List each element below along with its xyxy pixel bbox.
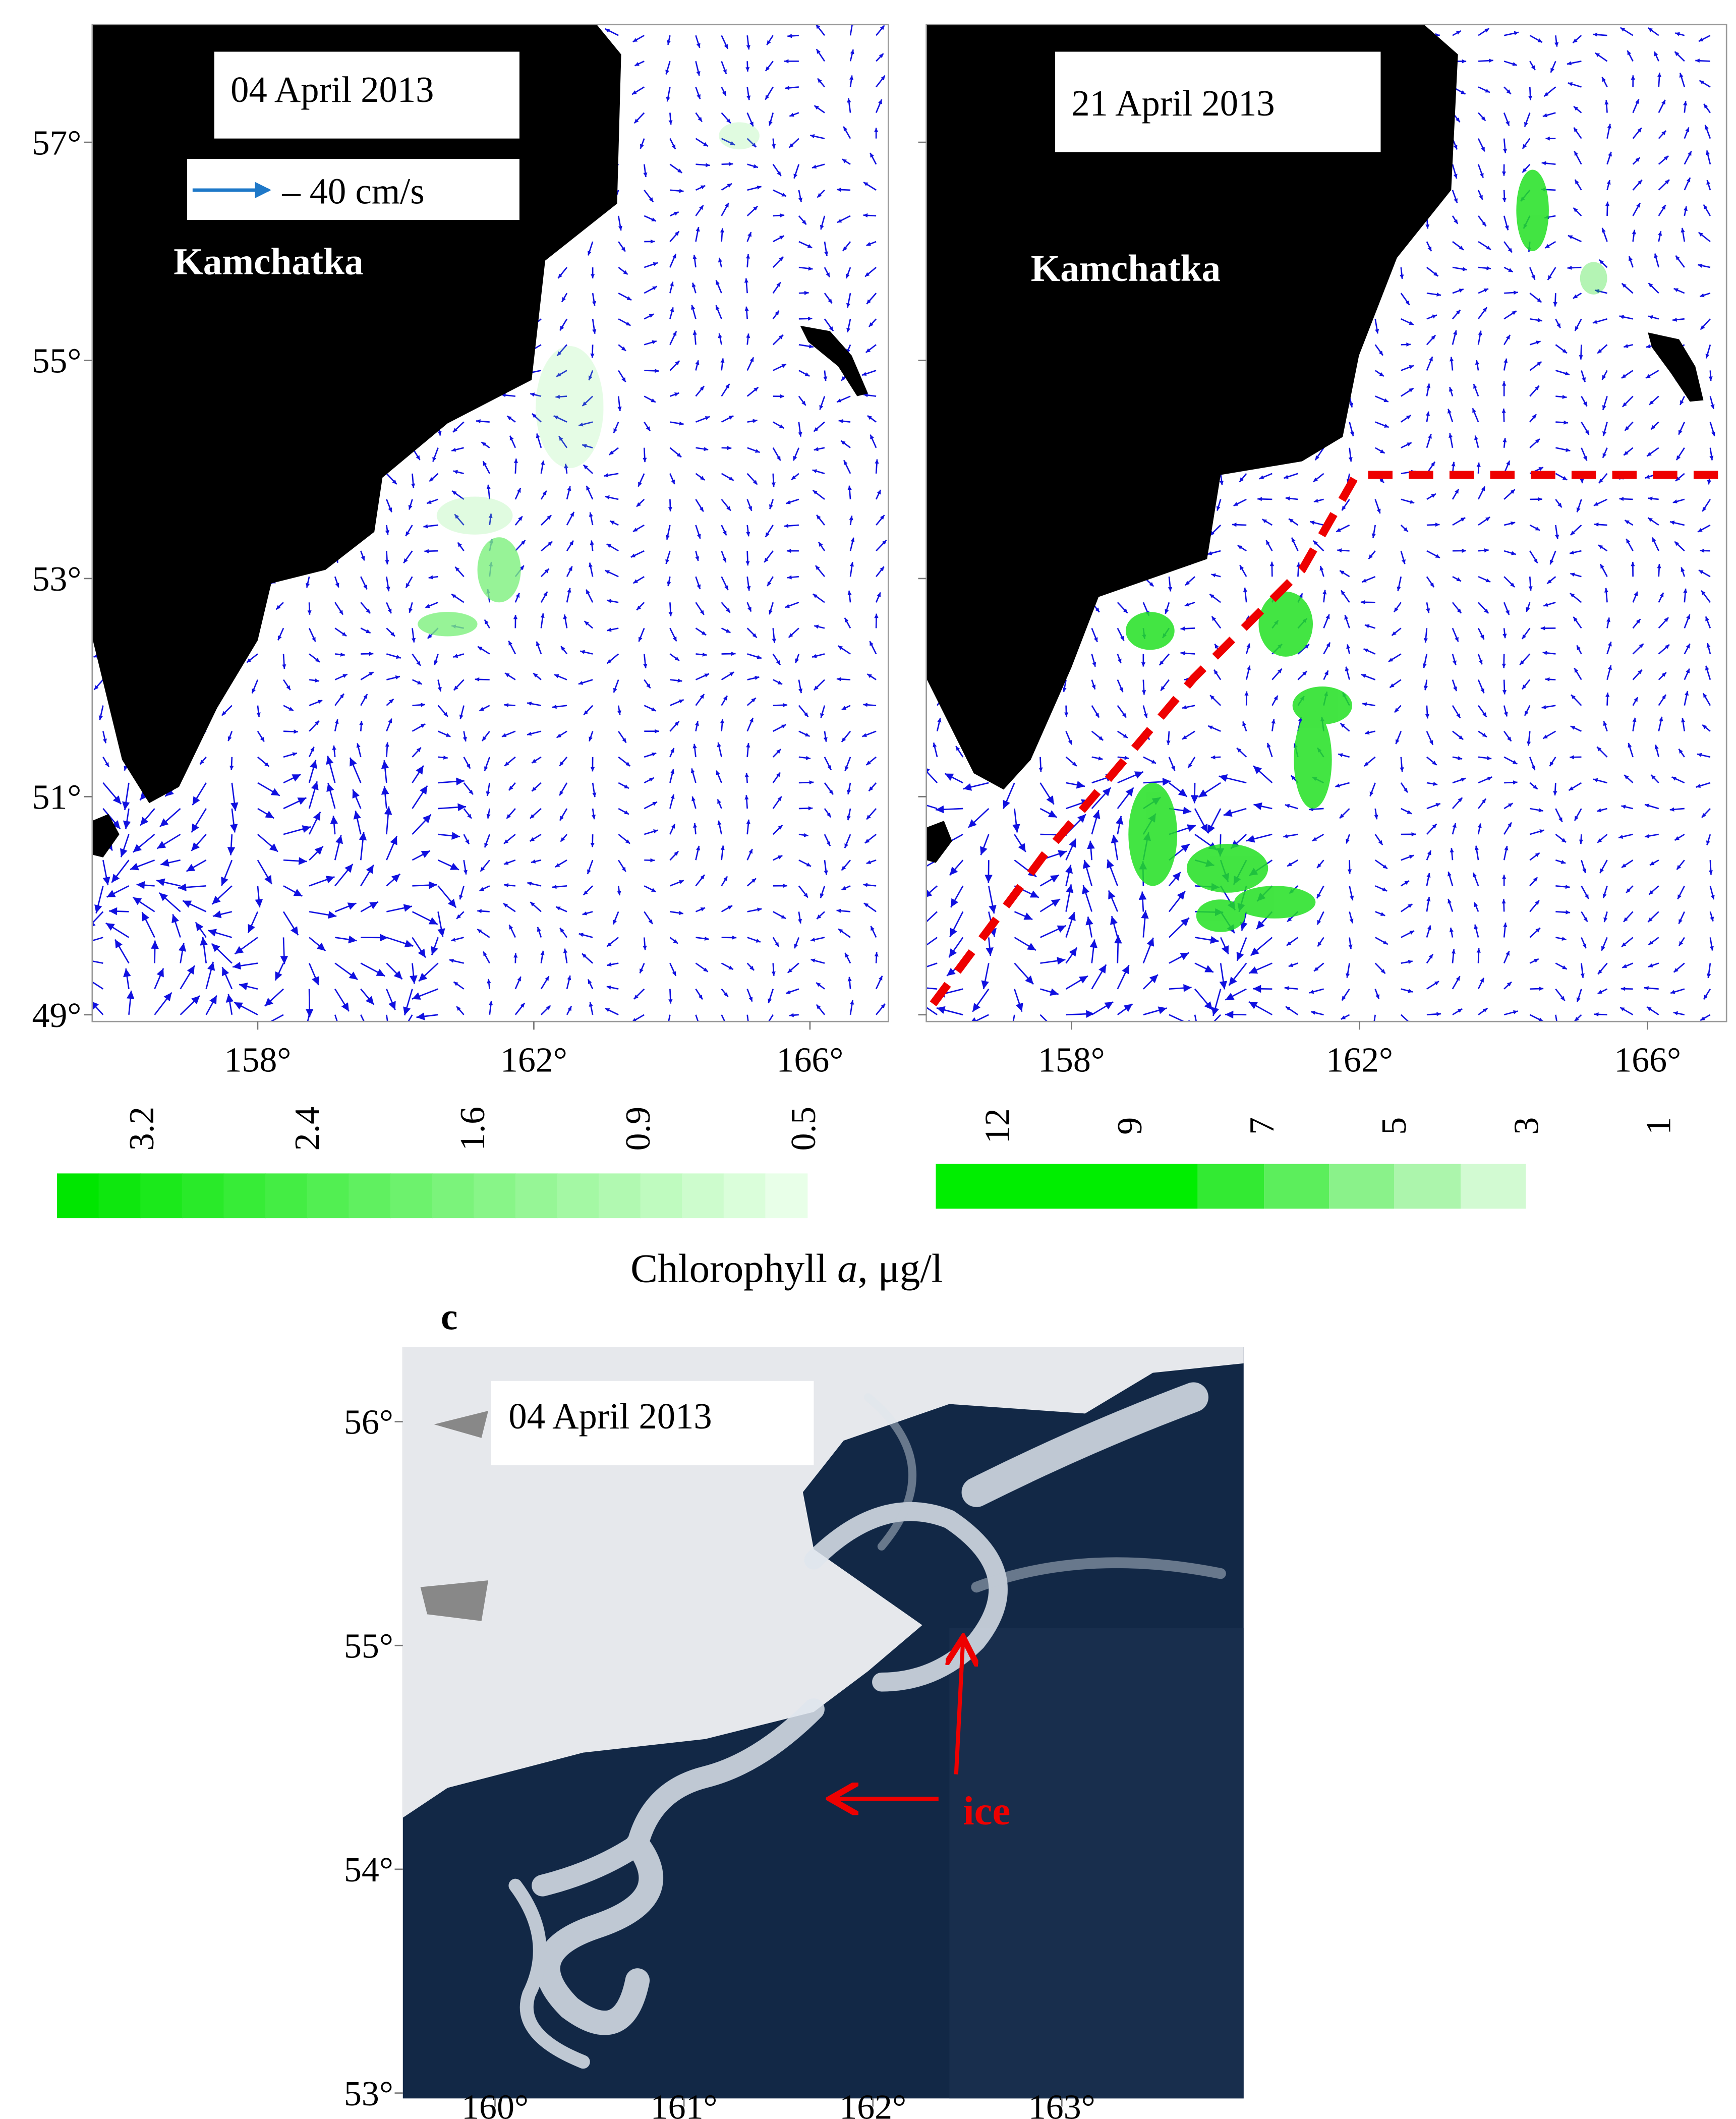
island bbox=[800, 325, 868, 396]
y-tick-label: 54° bbox=[344, 1851, 393, 1889]
map-b bbox=[926, 24, 1727, 1022]
colorbar-step bbox=[56, 1173, 99, 1219]
annotation-arrow bbox=[956, 1641, 963, 1774]
colorbar-step bbox=[223, 1173, 266, 1219]
scale-arrowhead bbox=[255, 182, 271, 198]
colorbar-step bbox=[723, 1173, 766, 1219]
colorbar-step bbox=[557, 1173, 600, 1219]
title-part: a bbox=[837, 1246, 857, 1291]
colorbar-step bbox=[765, 1173, 808, 1219]
satellite-image bbox=[402, 1347, 1244, 2099]
island bbox=[926, 821, 952, 863]
date: 04 April 2013 bbox=[230, 69, 434, 110]
colorbar-step bbox=[515, 1173, 558, 1219]
colorbar-step bbox=[265, 1173, 308, 1219]
colorbar-step bbox=[349, 1173, 391, 1219]
island bbox=[92, 814, 120, 857]
colorbar-tick-label: 7 bbox=[1243, 1117, 1282, 1135]
panel-label: a bbox=[106, 56, 125, 98]
x-tick-label: 160° bbox=[461, 2088, 529, 2119]
date: 21 April 2013 bbox=[1071, 83, 1275, 124]
panel-label: c bbox=[441, 1296, 457, 1338]
x-tick-label: 163° bbox=[1028, 2088, 1095, 2119]
colorbar-tick-label: 3 bbox=[1507, 1117, 1546, 1135]
date-box bbox=[1055, 51, 1381, 152]
x-tick-label: 166° bbox=[776, 1041, 843, 1080]
colorbar-step bbox=[640, 1173, 683, 1219]
y-tick-label: 49° bbox=[32, 996, 81, 1035]
y-tick-label: 53° bbox=[32, 560, 81, 599]
colorbar-tick-label: 1.6 bbox=[453, 1107, 492, 1151]
colorbar-step bbox=[682, 1173, 725, 1219]
x-tick-label: 162° bbox=[1326, 1041, 1393, 1080]
y-tick-label: 57° bbox=[32, 124, 81, 162]
section-line bbox=[930, 471, 1727, 1007]
colorbar-step bbox=[140, 1173, 183, 1219]
colorbar-tick-label: 9 bbox=[1111, 1117, 1149, 1135]
date: 04 April 2013 bbox=[508, 1396, 712, 1437]
panel-label: b bbox=[936, 56, 957, 98]
colorbar-title: Chlorophyll a, μg/l bbox=[630, 1246, 943, 1291]
chlorophyll bbox=[1125, 169, 1607, 932]
title-part: Chlorophyll bbox=[630, 1246, 837, 1291]
frame bbox=[925, 24, 1727, 1022]
title-part: , μg/l bbox=[857, 1246, 943, 1291]
colorbar-step bbox=[98, 1173, 141, 1219]
colorbar-step bbox=[307, 1173, 350, 1219]
colorbar-tick-label: 0.9 bbox=[619, 1107, 658, 1151]
y-tick-label: 55° bbox=[344, 1627, 393, 1666]
y-tick-label: 53° bbox=[344, 2075, 393, 2113]
annotation: ice bbox=[963, 1789, 1010, 1834]
x-tick-label: 166° bbox=[1614, 1041, 1681, 1080]
x-tick-label: 162° bbox=[500, 1041, 567, 1080]
x-tick-label: 162° bbox=[839, 2088, 906, 2119]
date-box bbox=[214, 51, 519, 139]
colorbar-a bbox=[56, 1173, 808, 1219]
land-label: Kamchatka bbox=[173, 241, 363, 283]
colorbar-tick-label: 1 bbox=[1639, 1117, 1678, 1135]
x-tick-label: 158° bbox=[1038, 1041, 1105, 1080]
chlorophyll bbox=[418, 122, 760, 637]
colorbar-step bbox=[390, 1173, 433, 1219]
land-label: Kamchatka bbox=[1031, 248, 1221, 290]
colorbar-step bbox=[598, 1173, 641, 1219]
x-tick-label: 158° bbox=[224, 1041, 292, 1080]
x-tick-label: 161° bbox=[651, 2088, 718, 2119]
y-tick-label: 56° bbox=[344, 1403, 393, 1442]
y-tick-label: 55° bbox=[32, 342, 81, 381]
colorbar-tick-label: 2.4 bbox=[288, 1107, 327, 1151]
frame bbox=[91, 24, 889, 1022]
scale-label: – 40 cm/s bbox=[281, 171, 424, 212]
land bbox=[926, 24, 1458, 790]
colorbar-tick-label: 5 bbox=[1375, 1117, 1414, 1135]
island bbox=[1648, 332, 1704, 402]
colorbar-b bbox=[936, 1164, 1526, 1209]
y-tick-label: 51° bbox=[32, 778, 81, 817]
colorbar-step bbox=[432, 1173, 475, 1219]
colorbar-step bbox=[474, 1173, 516, 1219]
date-box bbox=[491, 1381, 814, 1465]
colorbar-step bbox=[182, 1173, 224, 1219]
colorbar-tick-label: 12 bbox=[978, 1108, 1017, 1143]
colorbar-tick-label: 0.5 bbox=[784, 1107, 823, 1151]
colorbar-tick-label: 3.2 bbox=[123, 1107, 161, 1151]
